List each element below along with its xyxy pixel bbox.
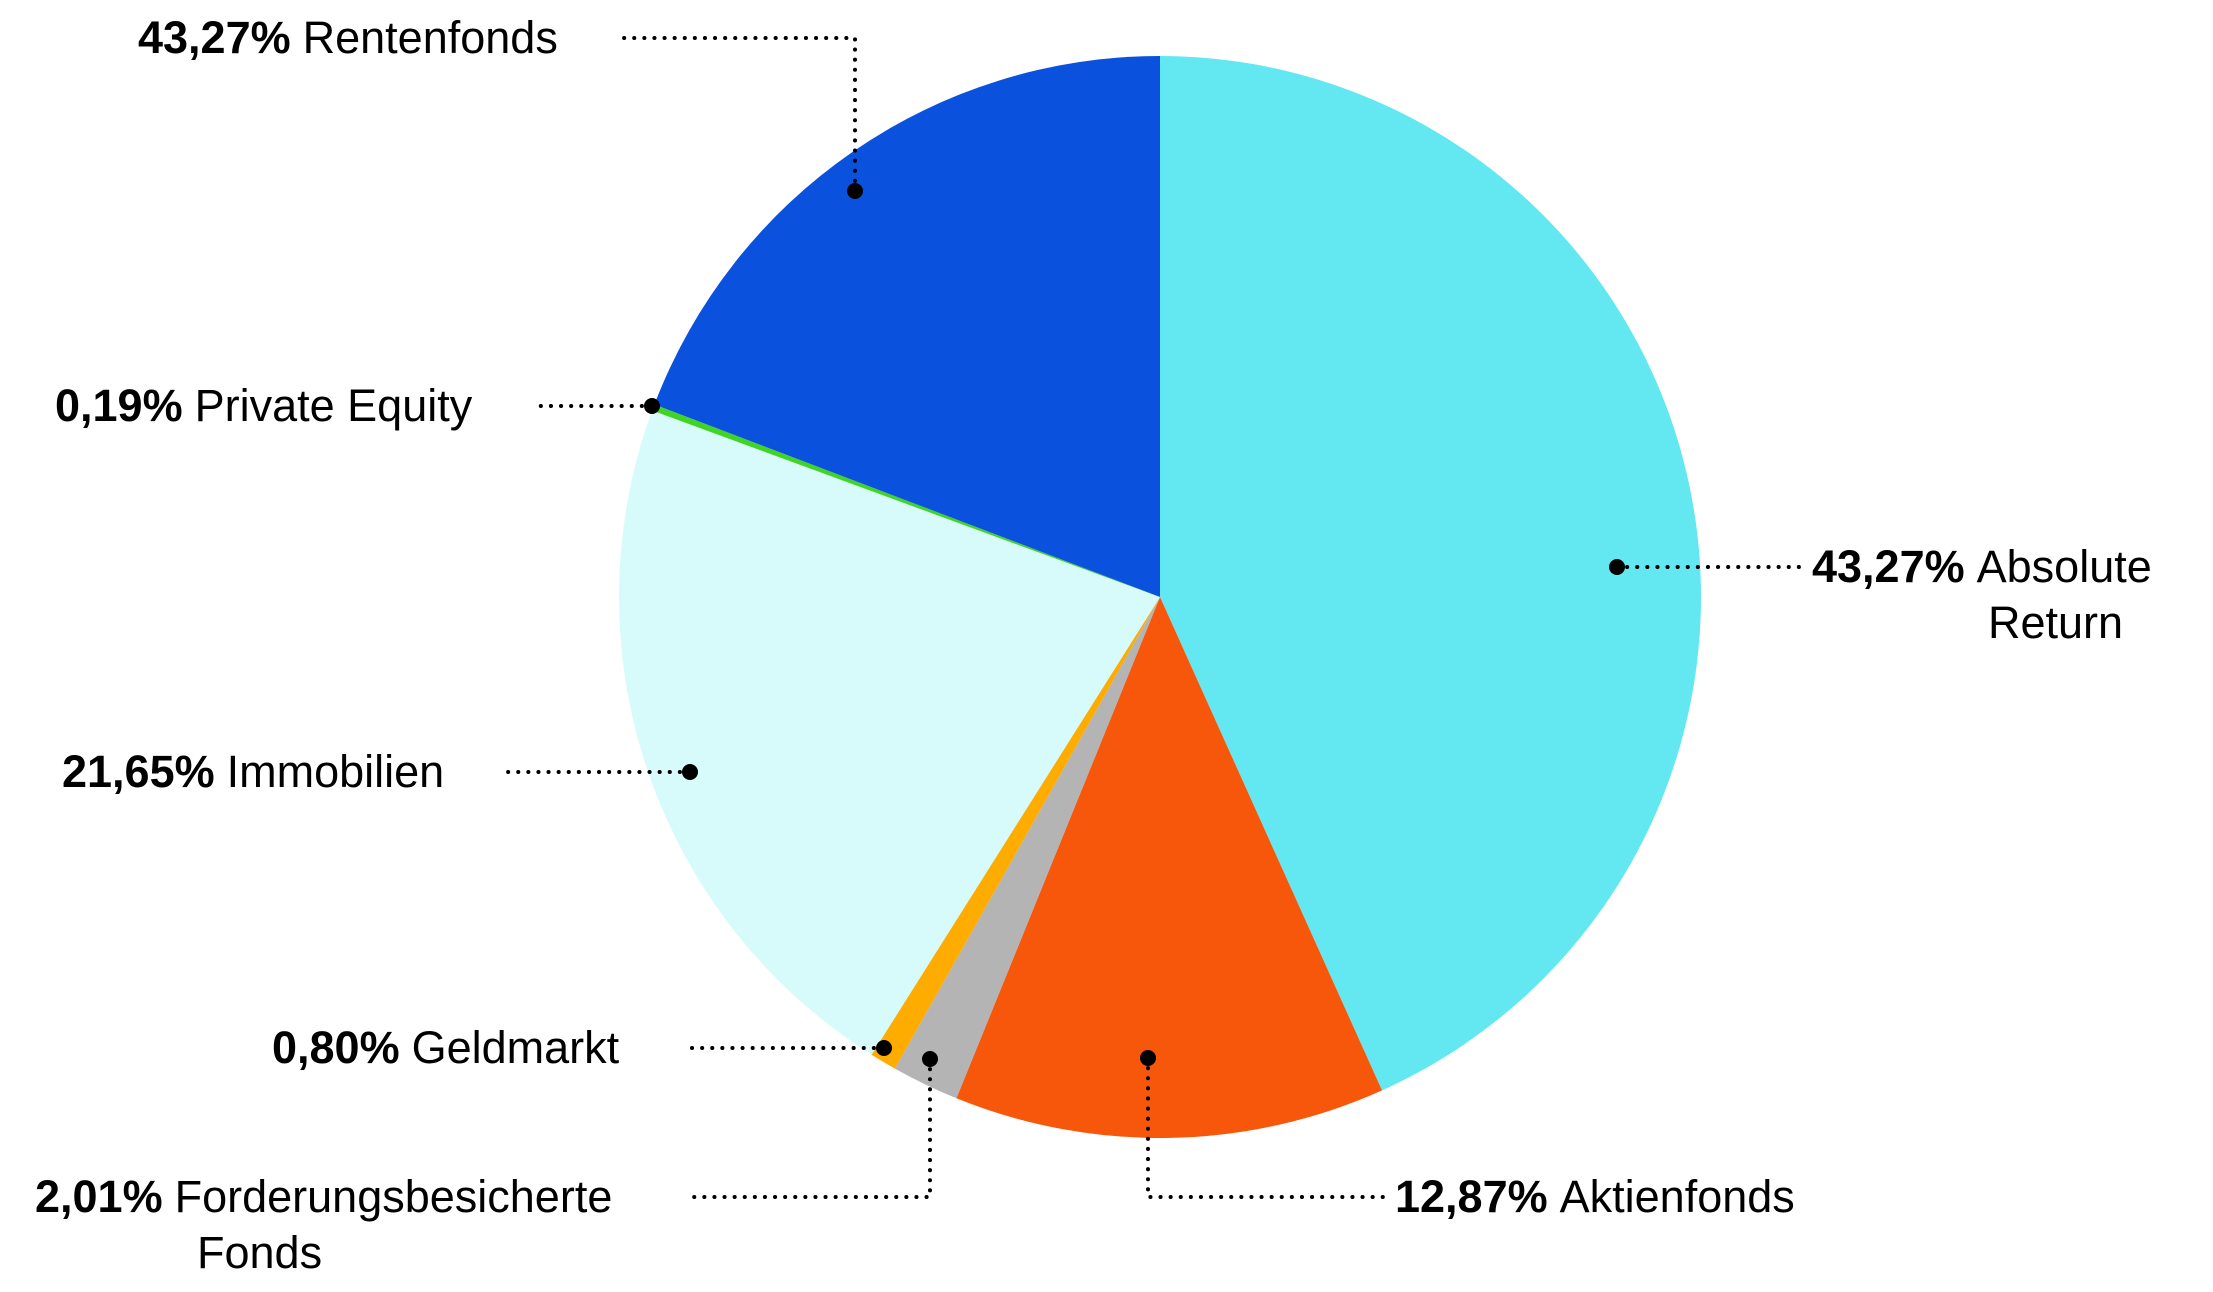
anchor-dot-aktienfonds bbox=[1140, 1050, 1156, 1066]
label-geldmarkt: 0,80% Geldmarkt bbox=[272, 1020, 619, 1076]
label-absolute-return-name-line1: Absolute bbox=[1976, 541, 2152, 592]
label-forderungsbesicherte-percent: 2,01% bbox=[35, 1171, 163, 1222]
anchor-dot-rentenfonds bbox=[847, 183, 863, 199]
label-absolute-return: 43,27% Absolute Return bbox=[1812, 539, 2152, 651]
label-forderungsbesicherte-line2: Fonds bbox=[197, 1225, 612, 1281]
label-immobilien: 21,65% Immobilien bbox=[62, 744, 444, 800]
pie-slice-forderungsbesicherte-fonds bbox=[894, 597, 1160, 1099]
leader-line-forderungsbesicherte-fonds bbox=[688, 1057, 932, 1199]
label-forderungsbesicherte-fonds: 2,01% Forderungsbesicherte Fonds bbox=[35, 1169, 612, 1281]
label-rentenfonds-name: Rentenfonds bbox=[302, 12, 558, 63]
label-absolute-return-line2: Return bbox=[1988, 595, 2152, 651]
label-absolute-return-name-line2: Return bbox=[1988, 597, 2124, 648]
label-aktienfonds-name: Aktienfonds bbox=[1559, 1171, 1795, 1222]
anchor-dot-private-equity bbox=[644, 398, 660, 414]
label-forderungsbesicherte-name-line2: Fonds bbox=[197, 1227, 323, 1278]
label-aktienfonds-percent: 12,87% bbox=[1395, 1171, 1548, 1222]
anchor-dot-forderungsbesicherte-fonds bbox=[922, 1051, 938, 1067]
anchor-dot-immobilien bbox=[682, 764, 698, 780]
pie-slice-rentenfonds bbox=[654, 56, 1160, 597]
label-immobilien-percent: 21,65% bbox=[62, 746, 215, 797]
label-forderungsbesicherte-name-line1: Forderungsbesicherte bbox=[174, 1171, 613, 1222]
leader-line-rentenfonds bbox=[616, 36, 857, 193]
label-private-equity-percent: 0,19% bbox=[55, 380, 183, 431]
pie-slice-immobilien bbox=[618, 410, 1160, 1055]
label-forderungsbesicherte-line1: 2,01% Forderungsbesicherte bbox=[35, 1169, 612, 1225]
pie-slice-private-equity bbox=[652, 404, 1160, 597]
pie-slice-geldmarkt bbox=[871, 597, 1160, 1069]
anchor-dot-absolute-return bbox=[1609, 559, 1625, 575]
label-rentenfonds: 43,27% Rentenfonds bbox=[138, 10, 558, 66]
label-absolute-return-line1: 43,27% Absolute bbox=[1812, 539, 2152, 595]
label-private-equity-name: Private Equity bbox=[194, 380, 473, 431]
label-absolute-return-percent: 43,27% bbox=[1812, 541, 1965, 592]
label-rentenfonds-percent: 43,27% bbox=[138, 12, 291, 63]
label-aktienfonds: 12,87% Aktienfonds bbox=[1395, 1169, 1795, 1225]
pie-slice-aktienfonds bbox=[956, 597, 1383, 1139]
label-immobilien-name: Immobilien bbox=[226, 746, 445, 797]
label-private-equity: 0,19% Private Equity bbox=[55, 378, 472, 434]
label-geldmarkt-name: Geldmarkt bbox=[411, 1022, 620, 1073]
pie-slice-absolute-return bbox=[1160, 55, 1702, 1091]
label-geldmarkt-percent: 0,80% bbox=[272, 1022, 400, 1073]
anchor-dot-geldmarkt bbox=[876, 1040, 892, 1056]
